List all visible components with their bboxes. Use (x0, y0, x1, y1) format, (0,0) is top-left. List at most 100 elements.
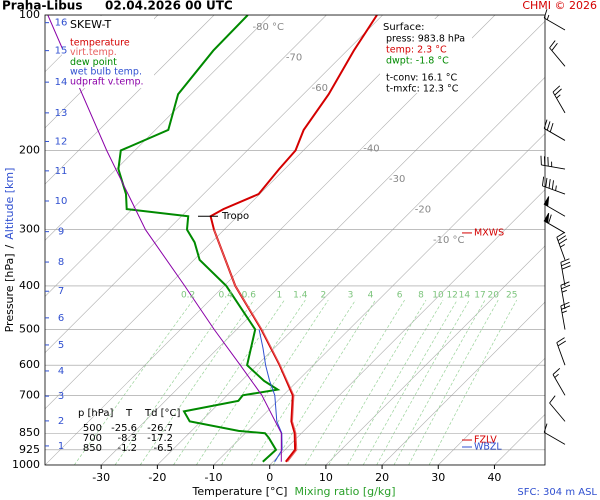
mixing-ratio-label: 0.2 (181, 291, 195, 301)
isotherm (100, 20, 545, 465)
wind-barb (560, 281, 571, 310)
altitude-tick-label: 12 (55, 136, 68, 147)
y-tick-label: 925 (19, 443, 40, 456)
legend-entry: udpraft v.temp. (70, 76, 144, 87)
profile-line (209, 15, 378, 463)
wind-barb (552, 85, 566, 114)
x2-axis-title: Mixing ratio [g/kg] (294, 485, 395, 498)
y-tick-label: 200 (19, 143, 40, 156)
altitude-tick-label: 4 (58, 366, 64, 377)
wind-barb (543, 423, 566, 445)
legend-entry: virt.temp. (70, 47, 117, 58)
x-tick-label: -10 (205, 471, 223, 484)
grid-layer (45, 15, 545, 465)
y-tick-label: 1000 (12, 458, 40, 471)
isotherm-label: -40 (363, 144, 379, 155)
table-cell: -17.2 (147, 433, 173, 444)
curve-layer (47, 15, 378, 463)
isotherm (325, 245, 545, 465)
x-axis-title: Temperature [°C] (192, 485, 288, 498)
level-label: WBZL (474, 441, 502, 452)
level-label: MXWS (474, 227, 504, 238)
wind-barb (543, 9, 566, 31)
table-header: Td [°C] (144, 408, 181, 419)
profile-line (258, 329, 283, 463)
legend-box (62, 16, 154, 88)
y-tick-label: 300 (19, 223, 40, 236)
wind-barb (549, 395, 566, 422)
mixing-ratio-line (376, 299, 470, 465)
altitude-tick-label: 11 (55, 166, 68, 177)
table-cell: 850 (83, 443, 102, 454)
altitude-tick-label: 6 (58, 313, 64, 324)
isotherm (45, 15, 327, 297)
altitude-tick-label: 2 (58, 416, 64, 427)
isotherm-label: -10 °C (433, 235, 465, 246)
x-tick-label: -20 (148, 471, 166, 484)
chart-title: Praha-Libus (2, 0, 82, 13)
mixing-ratio-label: 2 (320, 291, 326, 301)
wind-barb (549, 40, 566, 67)
tropopause-label: Tropo (221, 211, 249, 222)
mixing-ratio-line (304, 299, 405, 465)
surface-line: t-conv: 16.1 °C (386, 73, 457, 84)
table-cell: 500 (83, 423, 102, 434)
credit: CHMI © 2026 (522, 0, 597, 12)
mixing-ratio-label: 3 (348, 291, 354, 301)
isotherm (269, 189, 545, 465)
mixing-ratio-line (393, 299, 486, 465)
mixing-ratio-label: 4 (368, 291, 374, 301)
surface-box (380, 19, 472, 93)
altitude-tick-label: 8 (58, 257, 64, 268)
isotherm (45, 15, 383, 354)
mixing-ratio-label: 14 (459, 291, 471, 301)
y-tick-label: 850 (19, 426, 40, 439)
altitude-tick-label: 13 (55, 108, 68, 119)
legend-entry: dew point (70, 57, 117, 68)
table-cell: -8.3 (117, 433, 137, 444)
mixing-ratio-line (173, 299, 285, 465)
wind-barb (540, 155, 566, 170)
mixing-ratio-line (139, 299, 255, 465)
mixing-ratio-label: 10 (432, 291, 444, 301)
mixing-ratio-line (328, 299, 427, 465)
plot-frame (44, 14, 546, 466)
isotherm (157, 76, 545, 465)
altitude-tick-label: 7 (58, 286, 64, 297)
mixing-ratio-line (272, 299, 376, 465)
legend-entry: temperature (70, 38, 130, 49)
level-label: FZLV (474, 435, 497, 446)
isotherm-label: -60 (312, 83, 328, 94)
mixing-ratio-label: 1.4 (293, 291, 308, 301)
mixing-ratio-label: 0.6 (242, 291, 257, 301)
wind-barb (543, 119, 566, 141)
mixing-ratio-line (428, 299, 518, 465)
x-tick-label: -30 (92, 471, 110, 484)
mixing-ratio-label: 8 (418, 291, 424, 301)
altitude-tick-label: 3 (58, 391, 64, 402)
table-cell: -26.7 (147, 423, 173, 434)
mixing-ratio-label: 17 (474, 291, 485, 301)
y-tick-label: 400 (19, 279, 40, 292)
wind-barb (542, 176, 566, 195)
profile-line (117, 15, 281, 463)
altitude-tick-label: 14 (55, 77, 68, 88)
wind-barb (543, 196, 566, 217)
wind-barb (543, 212, 566, 234)
profile-line (47, 15, 282, 462)
isotherm (438, 357, 545, 465)
surface-line: press: 983.8 hPa (386, 34, 465, 45)
label-separator: / (3, 244, 16, 248)
x-tick-label: 10 (319, 471, 333, 484)
pressure-label: Pressure [hPa] (3, 253, 16, 332)
surface-line: dwpt: -1.8 °C (386, 56, 449, 67)
altitude-tick-label: 5 (58, 340, 64, 351)
chart-subtitle: 02.04.2026 00 UTC (105, 0, 233, 13)
altitude-label: Altitude [km] (3, 168, 16, 240)
surface-line: t-mxfc: 12.3 °C (386, 84, 459, 95)
mixing-ratio-label: 1 (276, 291, 282, 301)
wind-barb (556, 231, 568, 260)
mixing-ratio-line (347, 299, 444, 465)
wind-barb (556, 337, 567, 366)
